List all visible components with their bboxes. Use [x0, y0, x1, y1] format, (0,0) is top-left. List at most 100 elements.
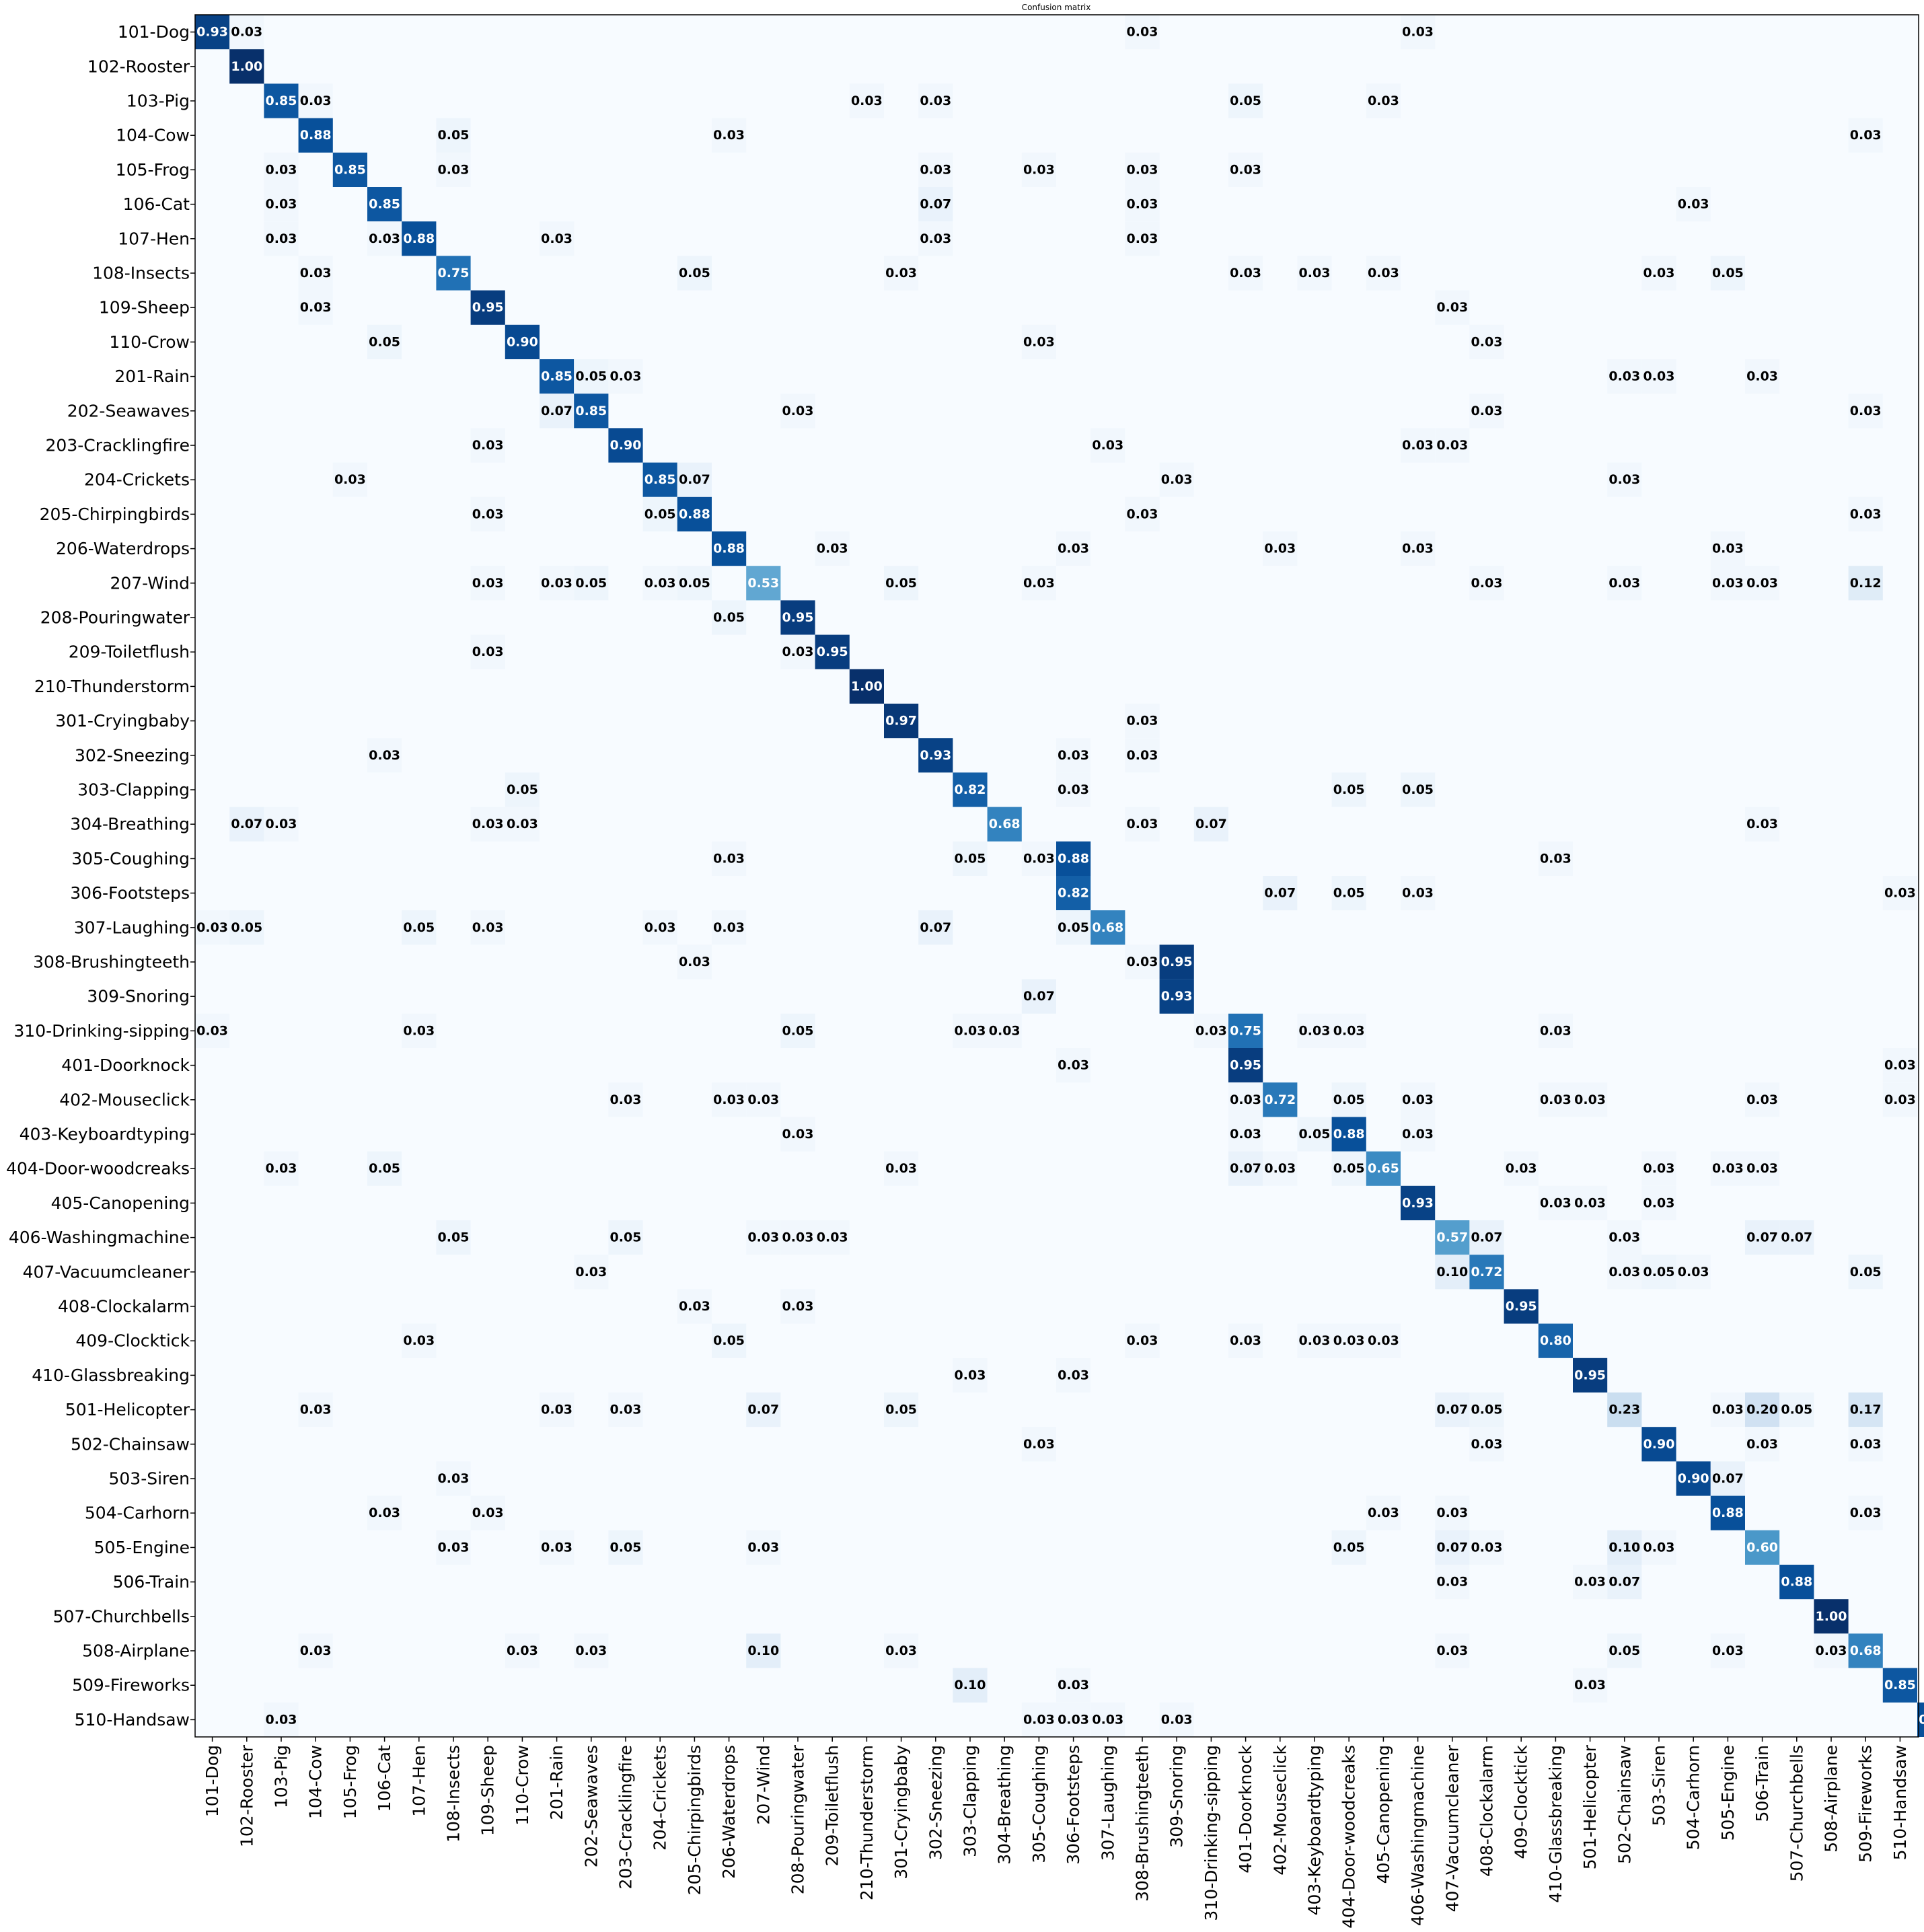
- matrix-cell: [1848, 1495, 1883, 1530]
- matrix-cell-value: 0.03: [541, 576, 572, 591]
- matrix-cell: [608, 428, 643, 463]
- matrix-cell: [1401, 1117, 1436, 1152]
- matrix-cell-value: 0.03: [1402, 438, 1434, 453]
- matrix-cell: [1848, 496, 1883, 531]
- x-tick-label: 303-Clapping: [961, 1745, 980, 1857]
- matrix-cell-value: 1.00: [851, 679, 883, 694]
- matrix-cell: [1125, 221, 1160, 256]
- matrix-cell-value: 0.90: [507, 334, 538, 349]
- x-tick-label: 107-Hen: [409, 1745, 429, 1817]
- x-tick-label: 103-Pig: [272, 1745, 291, 1808]
- matrix-cell-value: 0.03: [1608, 576, 1640, 591]
- matrix-cell-value: 0.90: [610, 438, 642, 453]
- matrix-cell: [1263, 531, 1298, 566]
- matrix-cell: [608, 1392, 643, 1427]
- matrix-cell-value: 0.03: [1023, 576, 1055, 591]
- matrix-cell-value: 0.05: [1333, 782, 1365, 797]
- matrix-cell-value: 0.03: [1574, 1092, 1606, 1107]
- matrix-cell: [470, 496, 505, 531]
- matrix-cell-value: 0.03: [713, 851, 745, 866]
- matrix-cell: [1331, 1323, 1366, 1358]
- matrix-cell: [1882, 876, 1917, 911]
- matrix-cell-value: 0.03: [1471, 1540, 1503, 1555]
- matrix-cell-value: 0.17: [1850, 1403, 1882, 1417]
- matrix-cell: [1573, 1358, 1608, 1392]
- matrix-cell-value: 0.03: [472, 438, 504, 453]
- x-tick-label: 404-Door-woodcreaks: [1339, 1745, 1359, 1929]
- matrix-cell-value: 0.03: [266, 1712, 297, 1727]
- matrix-cell-value: 0.85: [1884, 1678, 1916, 1693]
- matrix-cell: [470, 290, 505, 325]
- matrix-cell: [1056, 876, 1091, 911]
- matrix-cell: [918, 910, 953, 945]
- y-tick-label: 207-Wind: [110, 573, 190, 593]
- matrix-cell-value: 0.05: [1333, 1540, 1365, 1555]
- matrix-cell-value: 0.05: [369, 1161, 400, 1176]
- matrix-cell-value: 0.03: [885, 1643, 917, 1658]
- matrix-cell-value: 0.07: [1230, 1161, 1261, 1176]
- matrix-cell-value: 0.90: [1643, 1437, 1675, 1452]
- x-tick-label: 306-Footsteps: [1064, 1745, 1083, 1865]
- matrix-cell-value: 0.05: [713, 610, 745, 625]
- matrix-cell-value: 0.03: [920, 231, 951, 246]
- matrix-cell-value: 0.03: [1608, 1230, 1640, 1245]
- x-tick-label: 205-Chirpingbirds: [685, 1745, 704, 1895]
- matrix-cell-value: 0.03: [1264, 542, 1296, 556]
- matrix-cell-value: 0.03: [1161, 1712, 1193, 1727]
- matrix-cell: [712, 841, 747, 876]
- matrix-cell: [746, 1082, 781, 1117]
- matrix-cell: [1228, 1013, 1263, 1048]
- y-tick-label: 508-Airplane: [82, 1641, 190, 1661]
- matrix-cell: [1297, 256, 1332, 291]
- x-tick-label: 208-Pouringwater: [788, 1744, 808, 1894]
- matrix-cell: [1435, 1392, 1470, 1427]
- y-tick-label: 106-Cat: [123, 194, 190, 214]
- matrix-cell: [1331, 1530, 1366, 1565]
- matrix-cell: [264, 83, 299, 118]
- matrix-cell-value: 0.03: [369, 1506, 400, 1520]
- matrix-cell-value: 0.03: [266, 817, 297, 831]
- matrix-cell-value: 0.03: [1023, 334, 1055, 349]
- matrix-cell-value: 1.00: [231, 59, 262, 74]
- matrix-cell-value: 0.85: [369, 197, 400, 212]
- matrix-cell-value: 0.03: [1368, 94, 1399, 108]
- matrix-cell: [1021, 566, 1056, 601]
- matrix-cell-value: 0.03: [1643, 1161, 1675, 1176]
- x-tick-label: 502-Chainsaw: [1615, 1745, 1634, 1864]
- matrix-cell: [1159, 944, 1194, 979]
- y-tick-label: 301-Cryingbaby: [55, 711, 190, 731]
- matrix-cell-value: 0.60: [1746, 1540, 1778, 1555]
- matrix-cell-value: 0.95: [817, 644, 848, 659]
- matrix-cell-value: 0.03: [1127, 748, 1158, 763]
- matrix-cell-value: 0.75: [1230, 1023, 1261, 1038]
- matrix-cell-value: 0.03: [1746, 1437, 1778, 1452]
- matrix-cell-value: 0.03: [1712, 576, 1744, 591]
- matrix-cell-value: 0.93: [920, 748, 951, 763]
- x-tick-label: 508-Airplane: [1822, 1745, 1841, 1853]
- y-tick-label: 304-Breathing: [70, 815, 190, 834]
- y-tick-label: 105-Frog: [116, 160, 190, 180]
- matrix-cell: [746, 1220, 781, 1255]
- y-tick-label: 103-Pig: [126, 91, 190, 111]
- matrix-cell: [884, 566, 919, 601]
- matrix-cell: [1641, 256, 1676, 291]
- x-tick-label: 507-Churchbells: [1787, 1745, 1806, 1882]
- matrix-cell-value: 0.07: [1712, 1471, 1744, 1486]
- matrix-cell-value: 0.03: [1127, 231, 1158, 246]
- x-tick-label: 108-Insects: [444, 1745, 464, 1843]
- matrix-cell: [1021, 324, 1056, 359]
- matrix-cell: [470, 428, 505, 463]
- matrix-cell: [1745, 1220, 1780, 1255]
- matrix-cell: [402, 910, 437, 945]
- matrix-cell-value: 1.00: [1816, 1609, 1847, 1624]
- matrix-cell-value: 0.05: [679, 576, 710, 591]
- matrix-cell-value: 0.03: [1574, 1678, 1606, 1693]
- matrix-cell: [195, 910, 230, 945]
- matrix-cell-value: 0.68: [1850, 1643, 1882, 1658]
- matrix-cell: [1710, 1151, 1745, 1186]
- matrix-cell: [608, 359, 643, 394]
- x-tick-label: 201-Rain: [547, 1745, 566, 1820]
- matrix-cell: [1125, 15, 1160, 50]
- y-tick-label: 405-Canopening: [51, 1193, 190, 1213]
- matrix-cell: [1401, 876, 1436, 911]
